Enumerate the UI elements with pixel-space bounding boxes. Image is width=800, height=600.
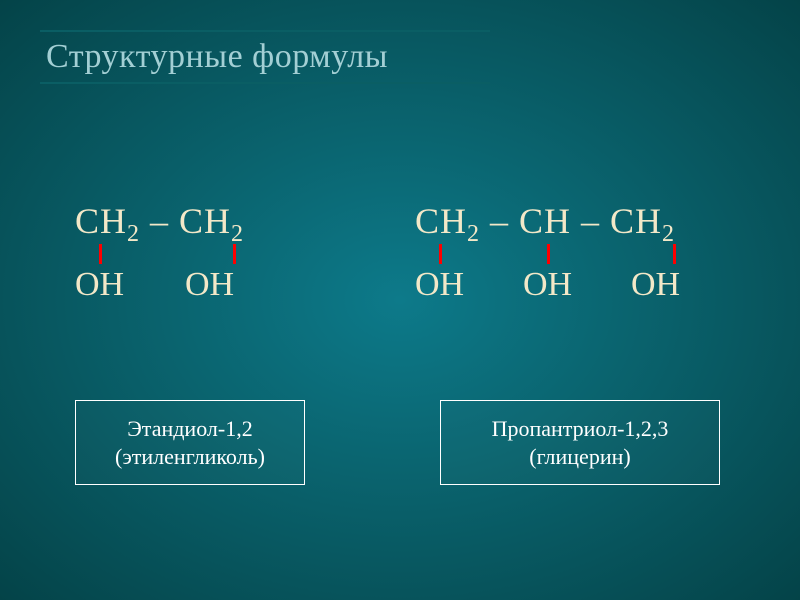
chain-right: СН2 – СН – СН2	[415, 200, 675, 242]
subscript: 2	[467, 221, 480, 247]
c-fragment: – СН – СН	[480, 201, 662, 241]
slide-title: Структурные формулы	[46, 38, 388, 76]
chain-left: СН2 – СН2	[75, 200, 244, 242]
oh-group: ОН	[75, 266, 124, 304]
oh-group: ОН	[185, 266, 234, 304]
c-fragment: – СН	[140, 201, 231, 241]
bond-icon	[547, 244, 550, 264]
molecule-glycerol: СН2 – СН – СН2 ОН ОН ОН	[415, 200, 675, 242]
label-line: Этандиол-1,2	[94, 415, 286, 443]
oh-group: ОН	[523, 266, 572, 304]
label-line: Пропантриол-1,2,3	[459, 415, 701, 443]
molecule-ethanediol: СН2 – СН2 ОН ОН	[75, 200, 244, 242]
bond-icon	[233, 244, 236, 264]
label-line: (глицерин)	[459, 443, 701, 471]
oh-group: ОН	[631, 266, 680, 304]
oh-group: ОН	[415, 266, 464, 304]
c-fragment: СН	[75, 201, 127, 241]
c-fragment: СН	[415, 201, 467, 241]
bond-icon	[99, 244, 102, 264]
bond-icon	[439, 244, 442, 264]
label-line: (этиленгликоль)	[94, 443, 286, 471]
label-ethanediol: Этандиол-1,2 (этиленгликоль)	[75, 400, 305, 485]
slide-background: Структурные формулы СН2 – СН2 ОН ОН СН2 …	[0, 0, 800, 600]
subscript: 2	[127, 221, 140, 247]
title-bar: Структурные формулы	[40, 30, 490, 84]
label-glycerol: Пропантриол-1,2,3 (глицерин)	[440, 400, 720, 485]
bond-icon	[673, 244, 676, 264]
